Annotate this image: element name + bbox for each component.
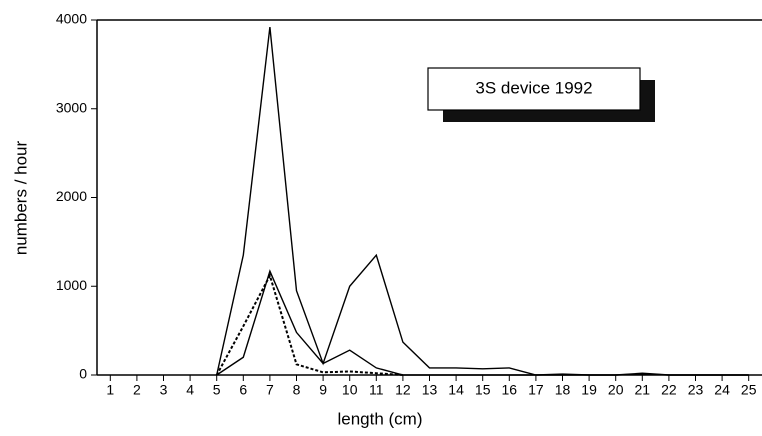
x-tick-label: 17: [528, 382, 544, 398]
x-tick-label: 4: [186, 382, 194, 398]
x-tick-label: 10: [342, 382, 358, 398]
x-tick-label: 12: [395, 382, 411, 398]
x-tick-label: 18: [555, 382, 571, 398]
x-tick-label: 7: [266, 382, 274, 398]
x-tick-label: 1: [106, 382, 114, 398]
x-tick-label: 9: [319, 382, 327, 398]
x-tick-label: 20: [608, 382, 624, 398]
x-tick-label: 3: [160, 382, 168, 398]
y-axis-label: numbers / hour: [11, 140, 30, 255]
x-tick-label: 2: [133, 382, 141, 398]
x-tick-label: 5: [213, 382, 221, 398]
y-tick-label: 2000: [56, 188, 87, 204]
line-series: [215, 272, 403, 376]
x-tick-label: 8: [293, 382, 301, 398]
y-tick-label: 3000: [56, 99, 87, 115]
annotation-box: [427, 67, 641, 111]
x-tick-label: 23: [688, 382, 704, 398]
x-tick-label: 22: [661, 382, 677, 398]
x-tick-label: 24: [714, 382, 730, 398]
x-tick-label: 19: [581, 382, 597, 398]
x-tick-label: 15: [475, 382, 491, 398]
y-tick-label: 0: [79, 366, 87, 382]
x-tick-label: 11: [369, 382, 384, 398]
x-axis-label: length (cm): [337, 409, 422, 428]
x-tick-label: 25: [741, 382, 757, 398]
annotation: 3S device 1992: [475, 78, 592, 97]
x-tick-label: 13: [422, 382, 438, 398]
line-series: [216, 269, 749, 376]
x-tick-label: 6: [239, 382, 247, 398]
y-tick-label: 1000: [56, 277, 87, 293]
x-tick-label: 14: [448, 382, 464, 398]
x-tick-label: 16: [502, 382, 518, 398]
x-tick-label: 21: [635, 382, 651, 398]
y-tick-label: 4000: [56, 11, 87, 27]
